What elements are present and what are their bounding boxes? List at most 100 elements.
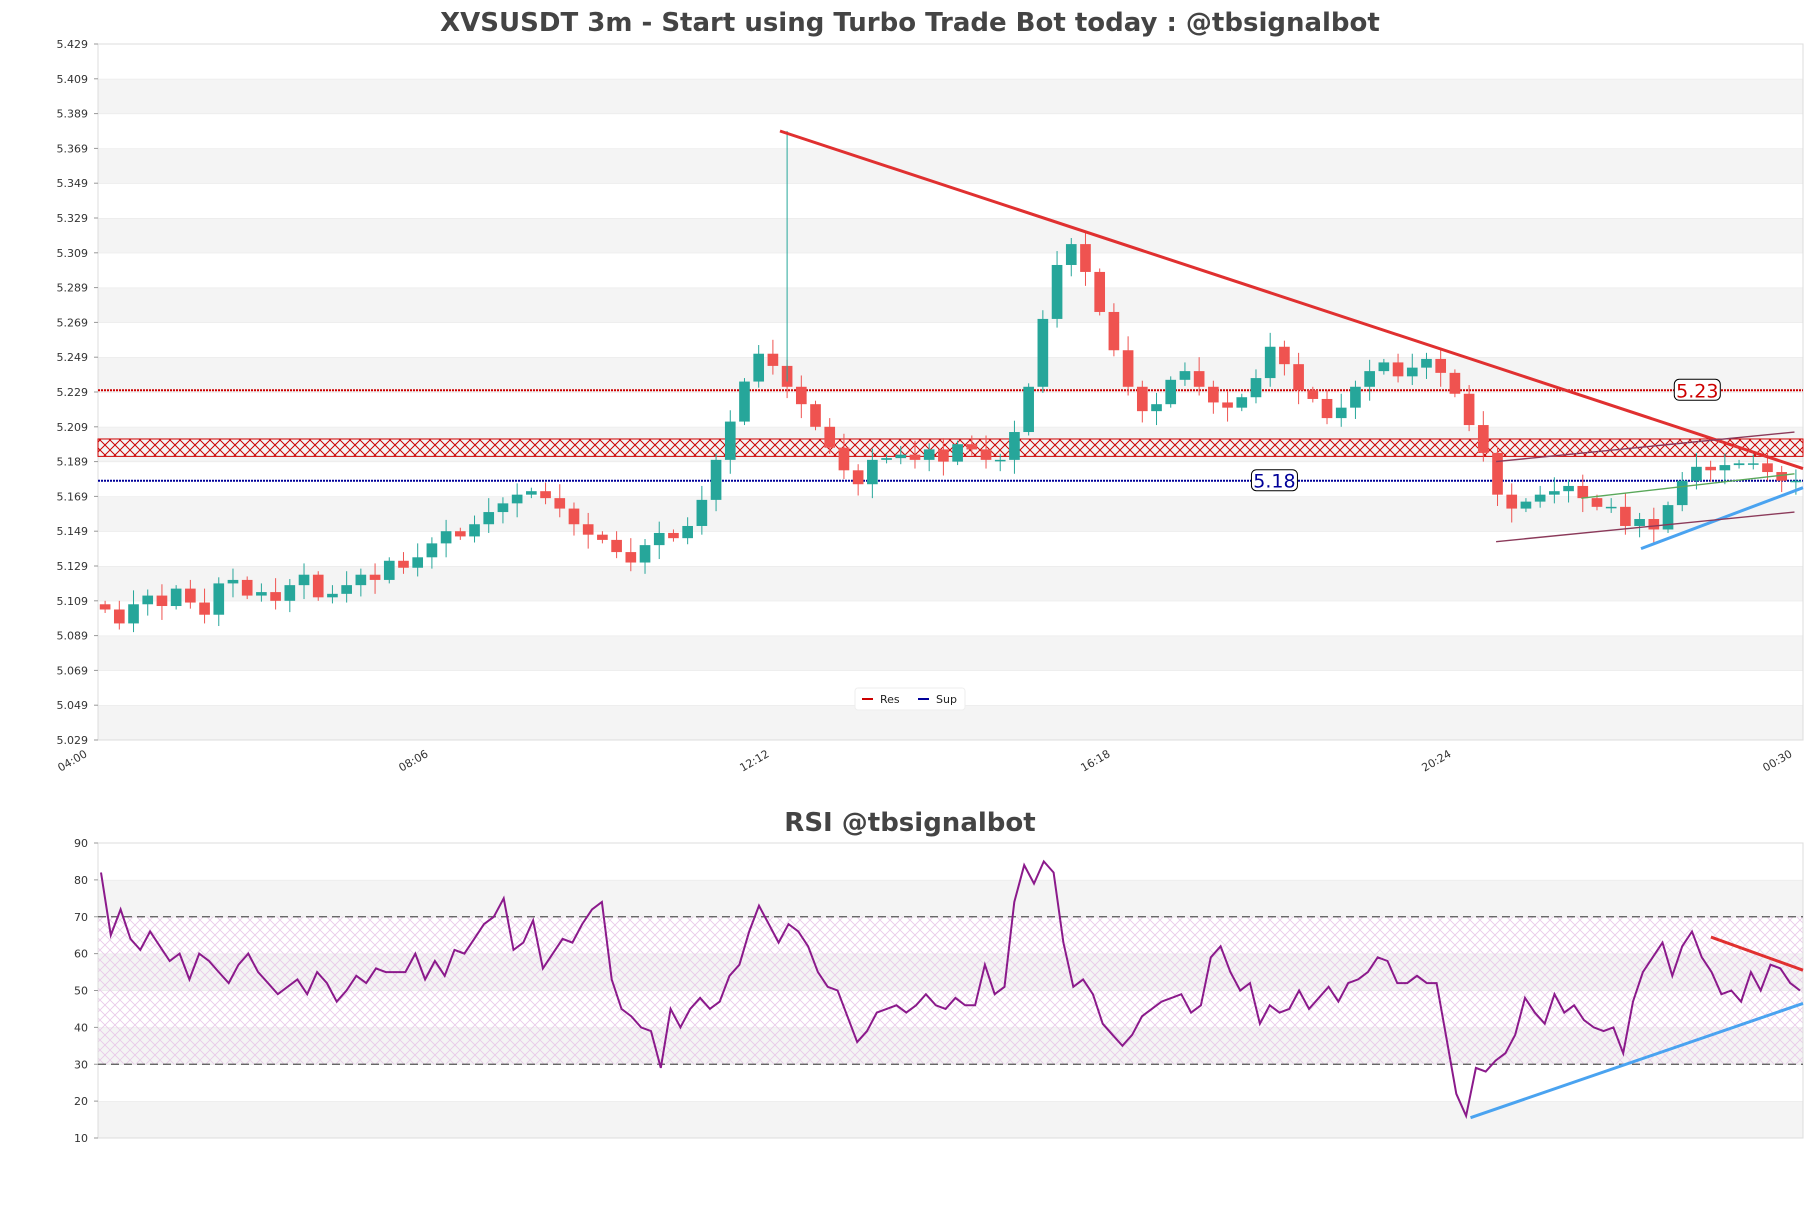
candle-body [767, 353, 779, 366]
time-x-tick: 00:30 [1761, 747, 1795, 774]
price-trendlines [779, 129, 1804, 551]
rsi-band [98, 1101, 1803, 1138]
candle-body [824, 426, 836, 448]
rsi-trendlines [1470, 935, 1804, 1120]
rsi-band [98, 1064, 1803, 1102]
time-x-tick: 20:24 [1420, 747, 1454, 774]
price-y-tick: 5.209 [57, 421, 89, 434]
candle-body [1719, 465, 1731, 471]
candle-body [1449, 372, 1461, 394]
candle-body [1492, 452, 1503, 495]
candle-body [1563, 485, 1574, 492]
candle-body [284, 585, 296, 601]
price-y-tick: 5.369 [57, 142, 89, 155]
price-band [98, 600, 1803, 636]
candle-body [1790, 480, 1802, 483]
time-x-tick: 16:18 [1079, 747, 1113, 774]
candle-body [1549, 491, 1560, 495]
candle-body [625, 552, 637, 563]
candle-body [568, 508, 580, 525]
price-y-tick: 5.349 [57, 177, 89, 190]
candle-body [142, 595, 154, 605]
resistance-label-box [1673, 378, 1721, 401]
candle-body [1009, 432, 1020, 460]
candle-body [867, 459, 878, 485]
price-y-tick: 5.029 [57, 734, 89, 747]
price-y-tick: 5.069 [57, 664, 89, 677]
rsi-band [98, 843, 1803, 880]
price-y-tick: 5.269 [57, 316, 89, 329]
candle-body [582, 524, 594, 535]
candle-body [1023, 386, 1034, 433]
candle-body [980, 449, 992, 460]
rsi-y-tick: 20 [74, 1095, 88, 1108]
candlesticks [99, 131, 1802, 633]
support-trendline [1640, 486, 1804, 551]
candle-body [810, 404, 821, 427]
candle-body [341, 585, 352, 594]
rsi-y-tick: 60 [74, 948, 88, 961]
candle-body [724, 421, 736, 460]
price-y-tick: 5.329 [57, 212, 89, 225]
rsi-neutral-zone [98, 916, 1803, 1065]
candle-body [1037, 318, 1049, 387]
candle-body [156, 595, 168, 607]
mid-line [1581, 473, 1795, 499]
time-x-tick: 04:00 [56, 747, 90, 774]
price-y-axis: 5.029 5.049 5.069 5.089 5.109 5.129 5.149 5.169… [57, 38, 98, 747]
candle-body [1350, 386, 1361, 408]
candle-body [1776, 472, 1788, 481]
price-y-tick: 5.189 [57, 456, 89, 469]
candle-body [1406, 367, 1418, 377]
candle-body [113, 609, 125, 624]
candle-body [1264, 346, 1276, 379]
price-y-tick: 5.389 [57, 108, 89, 121]
candle-body [369, 574, 381, 580]
candle-body [1435, 358, 1447, 373]
rsi-y-tick: 70 [74, 911, 88, 924]
candle-body [1179, 371, 1191, 380]
price-band [98, 392, 1803, 427]
time-x-tick: 08:06 [397, 747, 431, 774]
price-y-tick: 5.049 [57, 699, 89, 712]
rsi-y-tick: 10 [74, 1132, 88, 1145]
candle-body [1307, 390, 1319, 399]
candle-body [753, 353, 765, 382]
price-band [98, 635, 1803, 671]
price-band [98, 113, 1803, 149]
candle-body [1151, 404, 1162, 412]
candle-body [597, 534, 608, 540]
candle-body [312, 574, 324, 598]
candle-body [1392, 362, 1404, 377]
candle-body [440, 531, 452, 544]
price-band [98, 252, 1803, 288]
candle-body [938, 449, 949, 462]
price-y-tick: 5.229 [57, 386, 89, 399]
price-y-tick: 5.169 [57, 490, 89, 503]
candle-body [1477, 425, 1489, 453]
candle-body [270, 592, 281, 601]
candle-body [1662, 505, 1674, 530]
candle-body [838, 447, 850, 471]
candle-body [923, 449, 935, 460]
candle-body [497, 503, 509, 513]
candle-body [526, 491, 537, 495]
candle-body [881, 458, 892, 460]
price-grid-bands [98, 43, 1803, 740]
rsi-y-axis: 10 20 30 40 50 60 70 80 90 [74, 837, 98, 1145]
price-chart: XVSUSDT 3m - Start using Turbo Trade Bot… [56, 8, 1804, 774]
candle-body [1378, 362, 1390, 372]
price-band [98, 461, 1803, 497]
candle-body [1620, 506, 1631, 526]
price-y-tick: 5.409 [57, 73, 89, 86]
legend: Res Sup [854, 687, 966, 711]
candle-body [1634, 519, 1645, 526]
price-band [98, 566, 1803, 601]
price-band [98, 44, 1803, 79]
resistance-label-text: 5.23 [1676, 380, 1718, 402]
rsi-y-tick: 30 [74, 1058, 88, 1071]
candle-body [1520, 501, 1532, 509]
candle-body [1705, 466, 1716, 471]
candle-body [1236, 397, 1248, 408]
candle-body [1321, 398, 1333, 419]
